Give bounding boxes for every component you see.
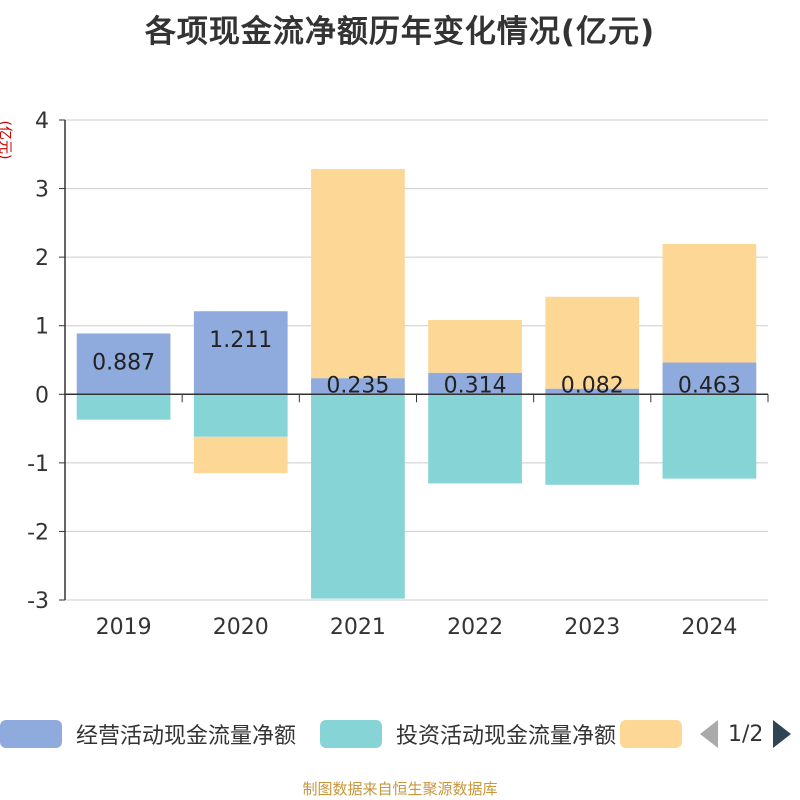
legend: 经营活动现金流量净额 投资活动现金流量净额 — [0, 716, 800, 752]
y-tick-label: 2 — [35, 246, 49, 271]
legend-label-operating: 经营活动现金流量净额 — [76, 724, 297, 749]
next-page-icon[interactable] — [773, 720, 792, 748]
bar-2020-series-1 — [193, 394, 288, 437]
grid-lines — [65, 119, 768, 601]
y-tick-label: -3 — [27, 589, 49, 614]
bar-2019-series-0 — [76, 333, 171, 395]
bar-2022-series-2 — [428, 319, 522, 373]
bar-2024-series-0 — [662, 362, 757, 395]
y-tick-label: 3 — [35, 178, 49, 203]
legend-item-investing[interactable]: 投资活动现金流量净额 — [320, 716, 616, 752]
x-tick-label-2019: 2019 — [96, 615, 152, 640]
legend-swatch-operating — [0, 720, 62, 748]
bar-chart: -3 -2 -1 0 1 2 3 4 2019 2020 2021 2022 2023 2024 0.88… — [27, 109, 769, 640]
legend-label-investing: 投资活动现金流量净额 — [396, 724, 617, 749]
data-labels: 0.887 1.211 0.235 0.314 0.082 0.463 — [92, 328, 741, 398]
legend-item-operating[interactable]: 经营活动现金流量净额 — [0, 716, 296, 752]
bar-2019-series-1 — [76, 394, 171, 420]
legend-swatch-financing — [620, 720, 682, 748]
bar-2023-series-2 — [545, 296, 640, 389]
x-tick-label-2024: 2024 — [681, 615, 737, 640]
data-label-2020: 1.211 — [209, 328, 272, 353]
bar-2020-series-2 — [193, 436, 288, 474]
y-tick-label: -1 — [27, 452, 49, 477]
y-tick-label: 0 — [35, 383, 49, 408]
y-tick-label: 1 — [35, 315, 49, 340]
x-tick-label-2022: 2022 — [447, 615, 503, 640]
bar-2024-series-1 — [662, 394, 757, 479]
legend-item-financing[interactable] — [620, 716, 696, 752]
data-source-note: 制图数据来自恒生聚源数据库 — [302, 780, 498, 798]
bar-2023-series-1 — [545, 394, 640, 485]
bar-2023-series-0 — [545, 388, 640, 395]
bar-2022-series-1 — [428, 394, 522, 484]
legend-pager: 1/2 — [700, 716, 792, 752]
data-label-2023: 0.082 — [561, 373, 624, 398]
chart-title: 各项现金流净额历年变化情况(亿元) — [144, 14, 656, 50]
data-label-2024: 0.463 — [678, 373, 741, 398]
bar-2024-series-2 — [662, 243, 757, 363]
data-label-2022: 0.314 — [444, 373, 507, 398]
bar-2021-series-2 — [311, 169, 405, 379]
prev-page-icon[interactable] — [700, 720, 718, 748]
legend-swatch-investing — [320, 720, 382, 748]
bar-2020-series-0 — [193, 311, 288, 395]
bars — [76, 169, 757, 599]
x-tick-label-2023: 2023 — [564, 615, 620, 640]
y-tick-label: -2 — [27, 520, 49, 545]
bar-2021-series-0 — [311, 378, 405, 395]
bar-2021-series-1 — [311, 394, 405, 599]
axes: -3 -2 -1 0 1 2 3 4 2019 2020 2021 2022 2023 2024 — [27, 109, 769, 640]
legend-page-indicator: 1/2 — [728, 721, 764, 747]
x-tick-label-2020: 2020 — [213, 615, 269, 640]
y-tick-label: 4 — [35, 109, 49, 134]
data-label-2019: 0.887 — [92, 350, 155, 375]
bar-2022-series-0 — [428, 372, 522, 395]
data-label-2021: 0.235 — [326, 373, 389, 398]
x-tick-label-2021: 2021 — [330, 615, 386, 640]
